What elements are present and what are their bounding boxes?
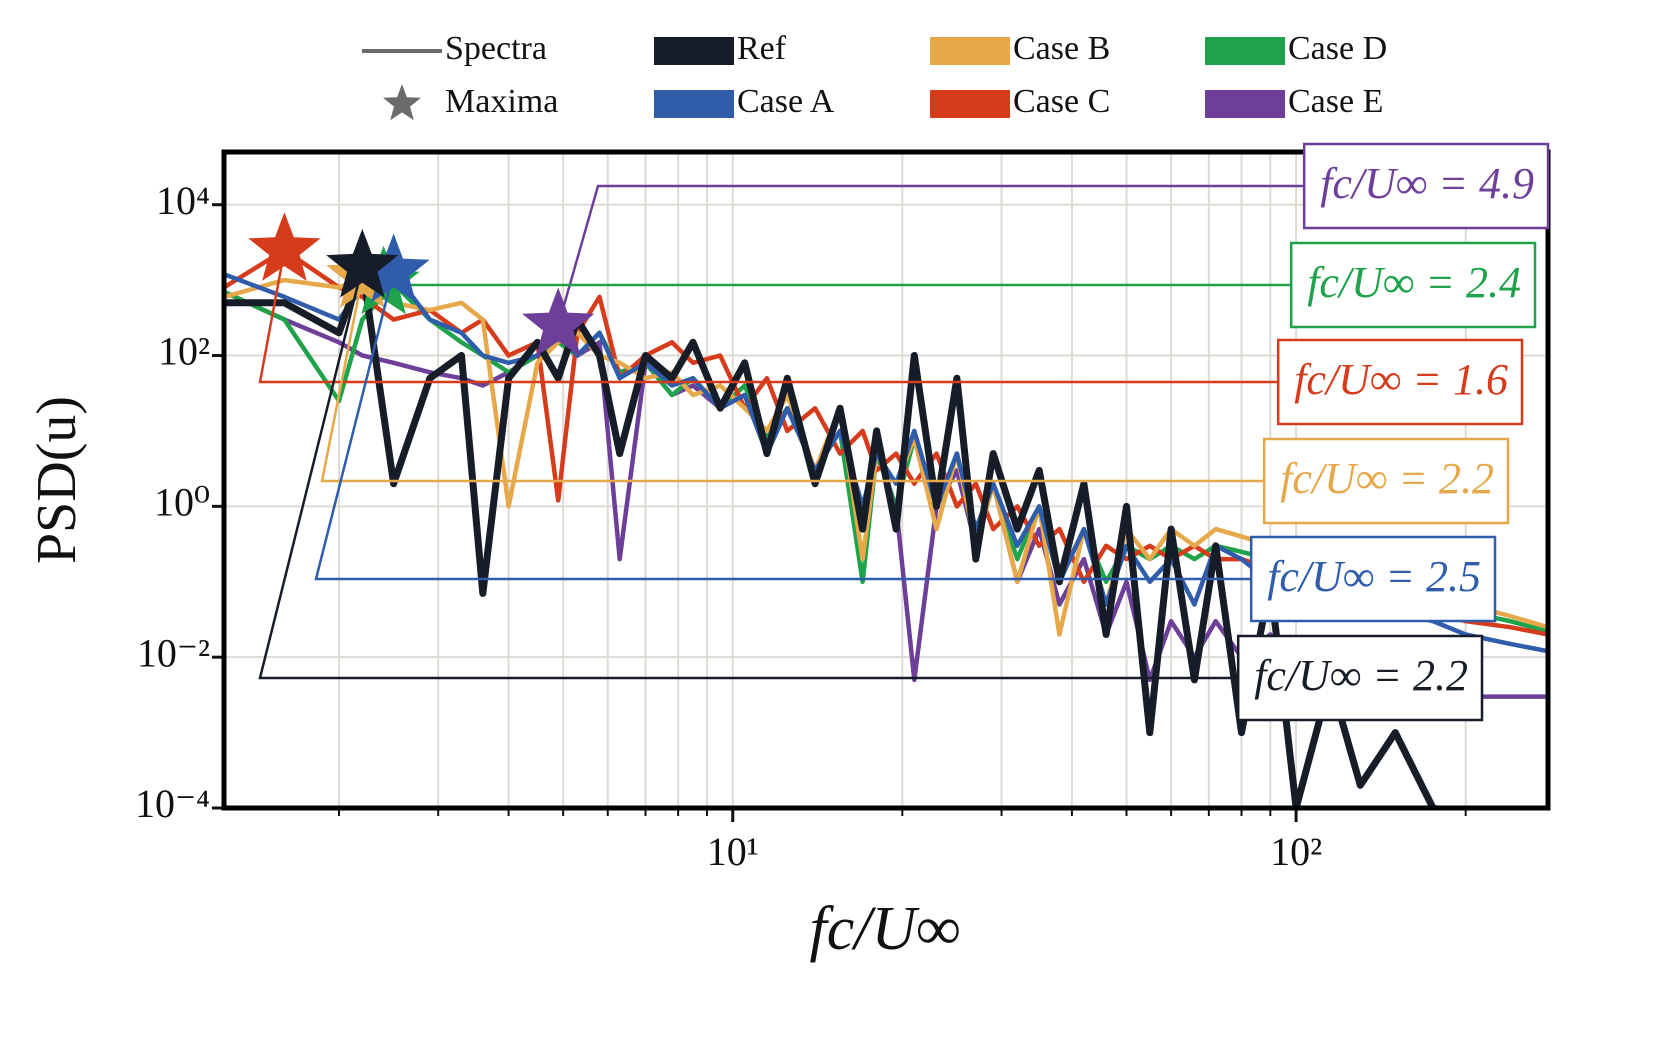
legend-label: Spectra	[445, 30, 547, 67]
annotation-label: fc/U∞ = 1.6	[1294, 355, 1508, 404]
maximum-star	[248, 212, 321, 281]
spectrum-line	[224, 263, 1450, 808]
leader-line	[258, 249, 1279, 384]
legend-swatch	[654, 37, 734, 65]
annotation-label: fc/U∞ = 2.5	[1267, 552, 1481, 601]
y-tick-label: 10⁻²	[137, 630, 210, 675]
x-axis-label: fc/U∞	[810, 895, 961, 963]
annotation-box	[1249, 535, 1497, 623]
y-tick-label: 10⁴	[156, 178, 210, 223]
leader-line	[320, 276, 1265, 483]
annotation-label: fc/U∞ = 2.4	[1307, 258, 1521, 307]
leader-line	[314, 271, 1252, 581]
annotation-label: fc/U∞ = 2.2	[1254, 651, 1468, 700]
y-tick-label: 10⁰	[154, 480, 210, 525]
annotation-box	[1262, 437, 1510, 525]
legend-label: Maxima	[445, 83, 558, 120]
legend-label: Case D	[1288, 30, 1387, 67]
x-tick-label: 10¹	[707, 829, 759, 874]
maximum-star	[357, 233, 430, 303]
legend-label: Case A	[737, 83, 835, 120]
legend-swatch	[654, 90, 734, 118]
legend-star-sample	[383, 84, 421, 121]
annotation-label: fc/U∞ = 2.2	[1280, 454, 1494, 503]
legend-label: Case B	[1013, 30, 1110, 67]
leader-line	[557, 184, 1305, 326]
legend-swatch	[930, 90, 1010, 118]
legend-label: Case C	[1013, 83, 1110, 120]
annotation-box	[1236, 634, 1484, 722]
y-tick-label: 10⁻⁴	[135, 781, 210, 826]
legend-swatch	[930, 37, 1010, 65]
y-axis-label: PSD(u)	[26, 396, 88, 564]
legend-label: Ref	[737, 30, 787, 67]
annotation-box	[1276, 338, 1524, 426]
leader-line	[383, 282, 1292, 287]
annotation-label: fc/U∞ = 4.9	[1320, 159, 1534, 208]
x-tick-label: 10²	[1270, 829, 1322, 874]
legend-label: Case E	[1288, 83, 1383, 120]
y-tick-label: 10²	[158, 329, 210, 374]
legend-swatch	[1205, 37, 1285, 65]
leader-line	[258, 266, 1239, 680]
maximum-star	[326, 228, 399, 298]
plot-lines	[224, 247, 1548, 808]
plot-frame	[221, 149, 1551, 811]
maximum-star	[522, 287, 595, 357]
annotation-box	[1289, 241, 1537, 329]
legend-swatch	[1205, 90, 1285, 118]
annotation-box	[1302, 142, 1550, 230]
